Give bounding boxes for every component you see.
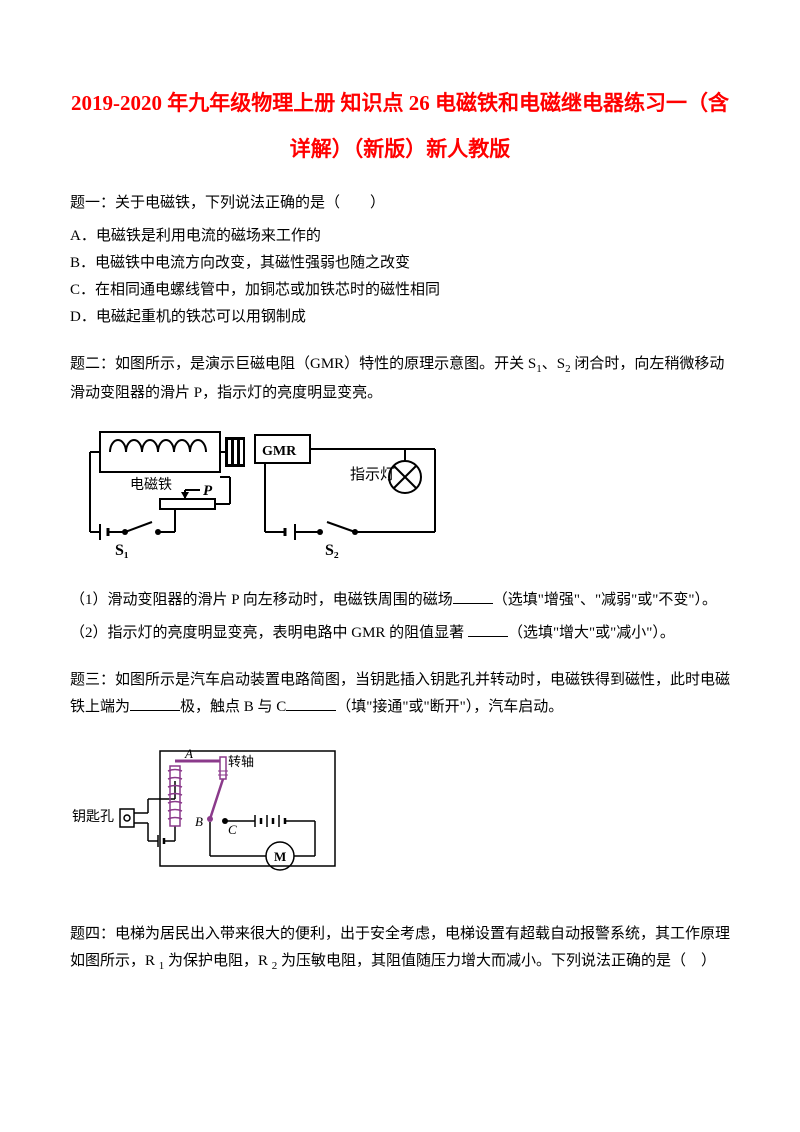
q2-stem-a: 题二：如图所示，是演示巨磁电阻（GMR）特性的原理示意图。开关 S bbox=[70, 356, 536, 372]
question-4: 题四：电梯为居民出入带来很大的便利，出于安全考虑，电梯设置有超载自动报警系统，其… bbox=[70, 921, 730, 977]
question-3: 题三：如图所示是汽车启动装置电路简图，当钥匙插入钥匙孔并转动时，电磁铁得到磁性，… bbox=[70, 667, 730, 901]
q2-sub1-a: （1）滑动变阻器的滑片 P 向左移动时，电磁铁周围的磁场 bbox=[70, 592, 453, 608]
q2-sub2-b: （选填"增大"或"减小"）。 bbox=[508, 625, 675, 641]
q2-stem-b: 、S bbox=[542, 356, 565, 372]
page-title: 2019-2020 年九年级物理上册 知识点 26 电磁铁和电磁继电器练习一（含… bbox=[70, 80, 730, 172]
fig2-label-c: C bbox=[228, 822, 237, 837]
fig1-label-coil: 电磁铁 bbox=[130, 477, 172, 493]
q1-option-c: C．在相同通电螺线管中，加铜芯或加铁芯时的磁性相同 bbox=[70, 277, 730, 304]
q4-stem: 题四：电梯为居民出入带来很大的便利，出于安全考虑，电梯设置有超载自动报警系统，其… bbox=[70, 921, 730, 977]
q1-option-a: A．电磁铁是利用电流的磁场来工作的 bbox=[70, 223, 730, 250]
q1-option-b: B．电磁铁中电流方向改变，其磁性强弱也随之改变 bbox=[70, 250, 730, 277]
q2-stem: 题二：如图所示，是演示巨磁电阻（GMR）特性的原理示意图。开关 S1、S2 闭合… bbox=[70, 351, 730, 407]
q3-figure: 钥匙孔 A 转轴 bbox=[70, 731, 730, 901]
fig1-label-p: P bbox=[203, 483, 213, 499]
blank bbox=[130, 696, 180, 711]
blank bbox=[453, 589, 493, 604]
fig2-label-axis: 转轴 bbox=[228, 754, 254, 769]
blank bbox=[468, 622, 508, 637]
q2-sub2-a: （2）指示灯的亮度明显变亮，表明电路中 GMR 的阻值显著 bbox=[70, 625, 468, 641]
fig2-label-m: M bbox=[274, 849, 286, 864]
fig2-label-b: B bbox=[195, 814, 203, 829]
fig2-label-key: 钥匙孔 bbox=[72, 809, 114, 825]
q3-stem-c: （填"接通"或"断开"），汽车启动。 bbox=[336, 699, 563, 715]
fig1-label-lamp: 指示灯 bbox=[350, 466, 395, 483]
q3-stem: 题三：如图所示是汽车启动装置电路简图，当钥匙插入钥匙孔并转动时，电磁铁得到磁性，… bbox=[70, 667, 730, 721]
q3-stem-b: 极，触点 B 与 C bbox=[180, 699, 286, 715]
q2-figure: 电磁铁 GMR bbox=[70, 417, 730, 577]
question-1: 题一：关于电磁铁，下列说法正确的是（ ） A．电磁铁是利用电流的磁场来工作的 B… bbox=[70, 190, 730, 331]
q4-stem-b: 为保护电阻，R bbox=[164, 953, 272, 969]
fig1-label-s2: S₂ bbox=[325, 542, 339, 559]
fig2-label-a: A bbox=[184, 746, 193, 761]
q2-sub1-b: （选填"增强"、"减弱"或"不变"）。 bbox=[493, 592, 717, 608]
fig1-label-gmr: GMR bbox=[262, 444, 297, 459]
blank bbox=[286, 696, 336, 711]
q1-option-d: D．电磁起重机的铁芯可以用钢制成 bbox=[70, 304, 730, 331]
q2-sub1: （1）滑动变阻器的滑片 P 向左移动时，电磁铁周围的磁场 （选填"增强"、"减弱"… bbox=[70, 587, 730, 614]
question-2: 题二：如图所示，是演示巨磁电阻（GMR）特性的原理示意图。开关 S1、S2 闭合… bbox=[70, 351, 730, 647]
q2-sub2: （2）指示灯的亮度明显变亮，表明电路中 GMR 的阻值显著 （选填"增大"或"减… bbox=[70, 620, 730, 647]
q4-stem-c: 为压敏电阻，其阻值随压力增大而减小。下列说法正确的是（ ） bbox=[277, 953, 716, 969]
fig1-label-s1: S₁ bbox=[115, 542, 129, 559]
q1-stem: 题一：关于电磁铁，下列说法正确的是（ ） bbox=[70, 190, 730, 217]
